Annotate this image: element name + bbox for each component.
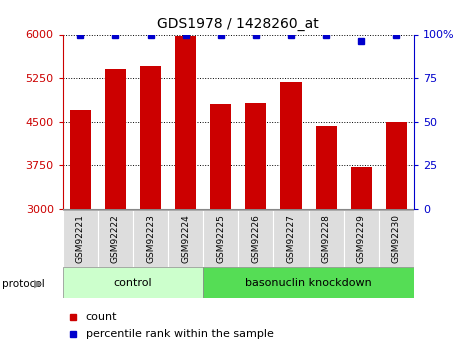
Text: percentile rank within the sample: percentile rank within the sample bbox=[86, 329, 273, 339]
Text: GSM92221: GSM92221 bbox=[76, 215, 85, 263]
Bar bbox=[239, 210, 273, 267]
Bar bbox=[386, 122, 407, 209]
Bar bbox=[168, 210, 203, 267]
Text: GSM92227: GSM92227 bbox=[286, 215, 295, 263]
Bar bbox=[203, 210, 239, 267]
Bar bbox=[98, 210, 133, 267]
Bar bbox=[309, 210, 344, 267]
Bar bbox=[280, 82, 301, 209]
Title: GDS1978 / 1428260_at: GDS1978 / 1428260_at bbox=[158, 17, 319, 31]
Bar bbox=[379, 210, 414, 267]
Text: GSM92229: GSM92229 bbox=[357, 215, 365, 263]
Bar bbox=[273, 210, 309, 267]
Text: count: count bbox=[86, 312, 117, 322]
Text: GSM92225: GSM92225 bbox=[216, 215, 225, 263]
Text: ▶: ▶ bbox=[34, 279, 42, 288]
Text: GSM92222: GSM92222 bbox=[111, 215, 120, 263]
Bar bbox=[175, 36, 196, 209]
Text: control: control bbox=[113, 278, 153, 288]
Bar bbox=[316, 126, 337, 209]
Text: protocol: protocol bbox=[2, 279, 45, 288]
Bar bbox=[210, 104, 231, 209]
Text: GSM92224: GSM92224 bbox=[181, 215, 190, 263]
Text: GSM92223: GSM92223 bbox=[146, 215, 155, 263]
Bar bbox=[203, 267, 414, 298]
Text: GSM92228: GSM92228 bbox=[322, 215, 331, 263]
Bar bbox=[351, 167, 372, 209]
Bar bbox=[140, 67, 161, 209]
Bar bbox=[105, 69, 126, 209]
Bar bbox=[246, 103, 266, 209]
Text: basonuclin knockdown: basonuclin knockdown bbox=[245, 278, 372, 288]
Bar bbox=[133, 210, 168, 267]
Bar bbox=[70, 110, 91, 209]
Text: GSM92230: GSM92230 bbox=[392, 214, 401, 264]
Bar bbox=[63, 267, 203, 298]
Text: GSM92226: GSM92226 bbox=[252, 215, 260, 263]
Bar bbox=[344, 210, 379, 267]
Bar bbox=[63, 210, 98, 267]
